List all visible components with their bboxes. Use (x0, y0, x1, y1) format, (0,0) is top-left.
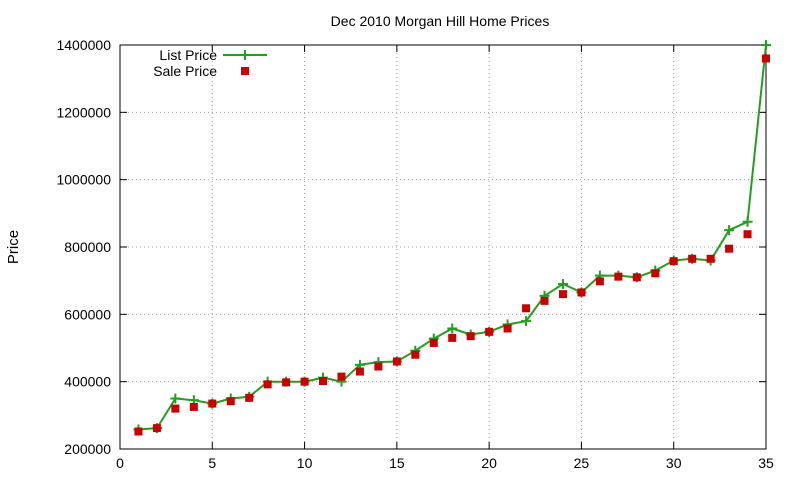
sale-price-point (651, 269, 660, 278)
sale-price-point (282, 378, 291, 387)
x-tick-label: 0 (116, 455, 124, 471)
sale-price-point (152, 424, 161, 433)
sale-price-point (632, 273, 641, 282)
sale-price-point (614, 272, 623, 281)
x-tick-label: 25 (574, 455, 590, 471)
list-price-point (742, 216, 753, 227)
series-layer (133, 40, 771, 436)
sale-price-point (595, 277, 604, 286)
x-tick-label: 30 (666, 455, 682, 471)
legend-label-sale-price: Sale Price (153, 63, 217, 79)
x-tick-label: 5 (208, 455, 216, 471)
x-tick-label: 35 (758, 455, 774, 471)
legend-swatch-list-price-marker (240, 50, 250, 60)
y-tick-label: 200000 (64, 441, 111, 457)
list-price-point (521, 316, 532, 327)
legend-swatch-sale-price (241, 67, 249, 75)
sale-price-point (540, 296, 549, 305)
sale-price-point (669, 257, 678, 266)
y-tick-label: 1400000 (56, 37, 111, 53)
list-price-point (447, 323, 458, 334)
y-tick-label: 400000 (64, 374, 111, 390)
sale-price-point (743, 230, 752, 239)
list-price-point (724, 225, 735, 236)
sale-price-point (189, 402, 198, 411)
sale-price-point (337, 372, 346, 381)
sale-price-point (448, 333, 457, 342)
sale-price-point (706, 254, 715, 263)
sale-price-point (577, 288, 586, 297)
y-axis-label: Price (5, 230, 22, 264)
sale-price-point (319, 376, 328, 385)
sale-price-point (300, 377, 309, 386)
legend-label-list-price: List Price (159, 47, 217, 63)
sale-price-point (762, 54, 770, 63)
sale-price-point (134, 427, 143, 436)
sale-price-point (688, 254, 697, 263)
y-tick-label: 600000 (64, 306, 111, 322)
legend: List Price Sale Price (153, 47, 267, 79)
sale-price-point (171, 404, 180, 413)
sale-price-point (208, 399, 217, 408)
x-tick-label: 20 (481, 455, 497, 471)
chart-title: Dec 2010 Morgan Hill Home Prices (331, 13, 550, 29)
axis-ticks: 0 5 10 15 20 25 30 35 200000 400000 600000 800000 10… (56, 37, 774, 471)
sale-price-point (503, 324, 512, 333)
sale-price-point (725, 244, 734, 253)
sale-price-point (466, 332, 475, 341)
sale-price-point (263, 380, 272, 389)
y-tick-label: 1000000 (56, 172, 111, 188)
sale-price-point (374, 362, 383, 371)
list-price-point (170, 393, 181, 404)
y-tick-label: 1200000 (56, 104, 111, 120)
sale-price-point (226, 397, 235, 406)
sale-price-point (392, 357, 401, 366)
sale-price-point (245, 393, 254, 402)
sale-price-point (411, 350, 420, 359)
sale-price-point (485, 327, 494, 336)
sale-price-point (355, 367, 364, 376)
y-tick-label: 800000 (64, 239, 111, 255)
sale-price-point (522, 304, 531, 313)
x-tick-label: 10 (297, 455, 313, 471)
sale-price-point (429, 338, 438, 347)
x-tick-label: 15 (389, 455, 405, 471)
list-price-point (557, 279, 568, 290)
sale-price-point (558, 290, 567, 299)
list-price-point (761, 40, 771, 50)
